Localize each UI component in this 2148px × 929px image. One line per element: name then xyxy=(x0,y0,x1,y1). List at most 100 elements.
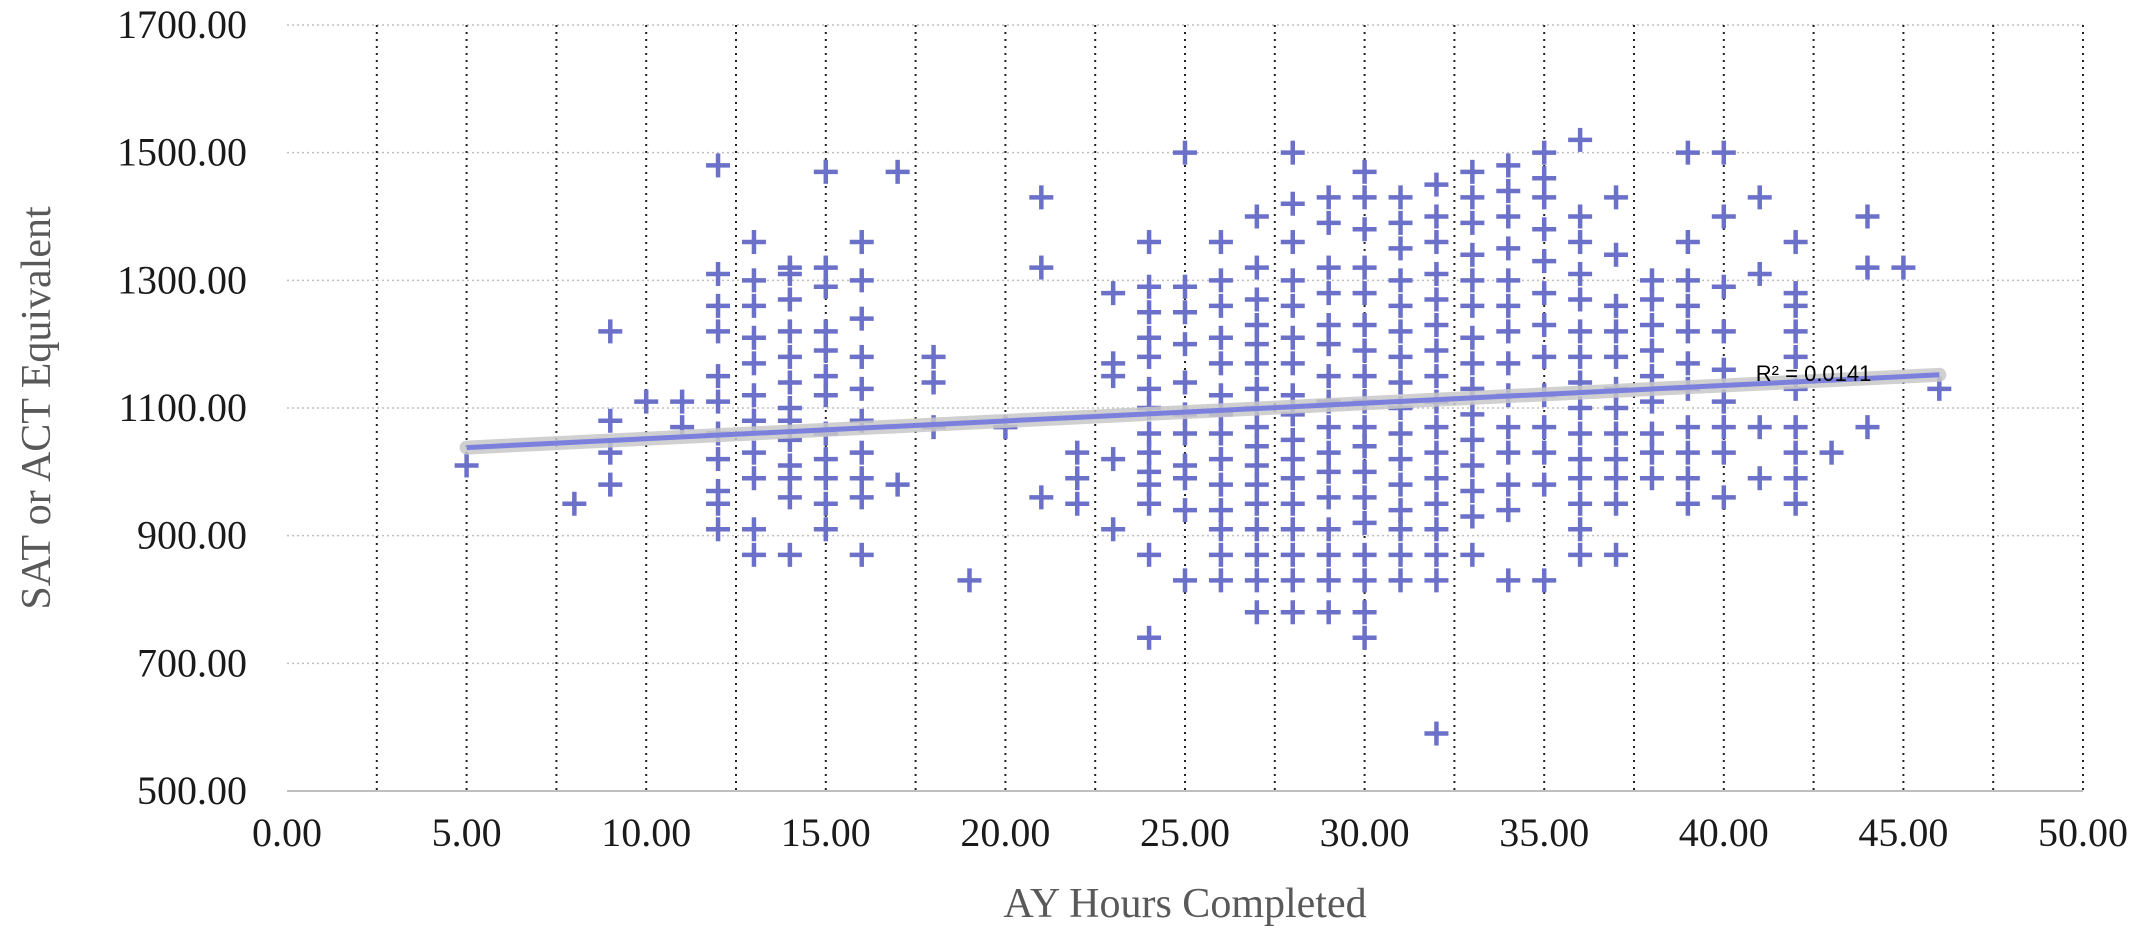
data-point xyxy=(1532,440,1557,465)
data-point xyxy=(1711,204,1736,229)
data-point xyxy=(1496,568,1521,593)
data-point xyxy=(849,485,874,510)
data-point xyxy=(1424,261,1449,286)
data-point xyxy=(1388,370,1413,395)
data-point xyxy=(1424,230,1449,255)
labels: AY Hours Completed SAT or ACT Equivalent… xyxy=(14,2,2128,927)
data-point xyxy=(1208,351,1233,376)
data-point xyxy=(741,517,766,542)
data-point xyxy=(1604,491,1629,516)
data-point xyxy=(1675,319,1700,344)
data-point xyxy=(1388,421,1413,446)
data-point xyxy=(1568,261,1593,286)
data-point xyxy=(1711,274,1736,299)
data-point xyxy=(1316,415,1341,440)
data-point xyxy=(1352,542,1377,567)
x-tick-label: 45.00 xyxy=(1858,810,1948,855)
data-point xyxy=(741,542,766,567)
data-point xyxy=(1532,415,1557,440)
data-point xyxy=(1424,204,1449,229)
data-point xyxy=(1352,625,1377,650)
data-point xyxy=(1280,517,1305,542)
data-point xyxy=(1747,415,1772,440)
data-point xyxy=(1424,440,1449,465)
x-tick-label: 30.00 xyxy=(1320,810,1410,855)
data-point xyxy=(1496,415,1521,440)
x-tick-label: 35.00 xyxy=(1499,810,1589,855)
data-point xyxy=(1280,293,1305,318)
data-point xyxy=(1855,255,1880,280)
data-point xyxy=(813,159,838,184)
data-point xyxy=(706,517,731,542)
data-point xyxy=(1496,319,1521,344)
data-point xyxy=(1208,542,1233,567)
data-point xyxy=(1280,542,1305,567)
data-point xyxy=(1460,242,1485,267)
data-point xyxy=(1604,542,1629,567)
data-point xyxy=(1568,466,1593,491)
data-point xyxy=(1173,300,1197,325)
data-point xyxy=(1711,440,1736,465)
y-tick-label: 1700.00 xyxy=(117,2,247,47)
data-point xyxy=(1352,185,1377,210)
data-point xyxy=(1173,332,1197,357)
data-point xyxy=(1137,344,1162,369)
data-point xyxy=(1424,721,1449,746)
data-point xyxy=(1460,185,1485,210)
trendline-group xyxy=(459,367,1947,455)
data-point xyxy=(1316,281,1341,306)
data-point xyxy=(1244,542,1269,567)
data-point xyxy=(885,472,910,497)
data-point xyxy=(1101,281,1126,306)
data-point xyxy=(1675,293,1700,318)
data-point xyxy=(1783,230,1808,255)
data-point xyxy=(1568,396,1593,420)
data-point xyxy=(1352,485,1377,510)
data-point xyxy=(849,542,874,567)
data-point xyxy=(1711,140,1736,165)
data-point xyxy=(1604,344,1629,369)
data-point xyxy=(1675,491,1700,516)
data-point xyxy=(1783,440,1808,465)
data-point xyxy=(849,344,874,369)
data-point xyxy=(1424,287,1449,312)
data-point xyxy=(1532,217,1557,242)
data-point xyxy=(1532,185,1557,210)
data-point xyxy=(1532,249,1557,274)
data-point xyxy=(1208,421,1233,446)
data-point xyxy=(1675,466,1700,491)
data-point xyxy=(1460,325,1485,350)
data-point xyxy=(1532,281,1557,306)
data-point xyxy=(741,268,766,293)
data-point xyxy=(813,383,838,408)
data-point xyxy=(1568,204,1593,229)
data-point xyxy=(1352,281,1377,306)
data-point xyxy=(1316,210,1341,235)
data-point xyxy=(1352,459,1377,484)
data-point xyxy=(1137,625,1162,650)
data-point xyxy=(1639,313,1664,338)
data-point xyxy=(1280,325,1305,350)
data-point xyxy=(1604,421,1629,446)
data-point xyxy=(1604,185,1629,210)
data-point xyxy=(1711,357,1736,382)
data-point xyxy=(1424,517,1449,542)
data-point xyxy=(741,325,766,350)
data-point xyxy=(1280,191,1305,216)
data-point xyxy=(1496,293,1521,318)
data-point xyxy=(885,159,910,184)
data-point xyxy=(777,319,802,344)
data-point xyxy=(1855,415,1880,440)
data-point xyxy=(1460,453,1485,478)
data-point xyxy=(1532,140,1557,165)
data-point xyxy=(1316,600,1341,625)
data-point xyxy=(1711,485,1736,510)
data-point xyxy=(1424,172,1449,197)
data-point xyxy=(1783,344,1808,369)
data-point xyxy=(706,389,731,414)
data-point xyxy=(1460,159,1485,184)
data-point xyxy=(1424,491,1449,516)
data-point xyxy=(1783,319,1808,344)
data-point xyxy=(1280,491,1305,516)
data-point xyxy=(1388,319,1413,344)
